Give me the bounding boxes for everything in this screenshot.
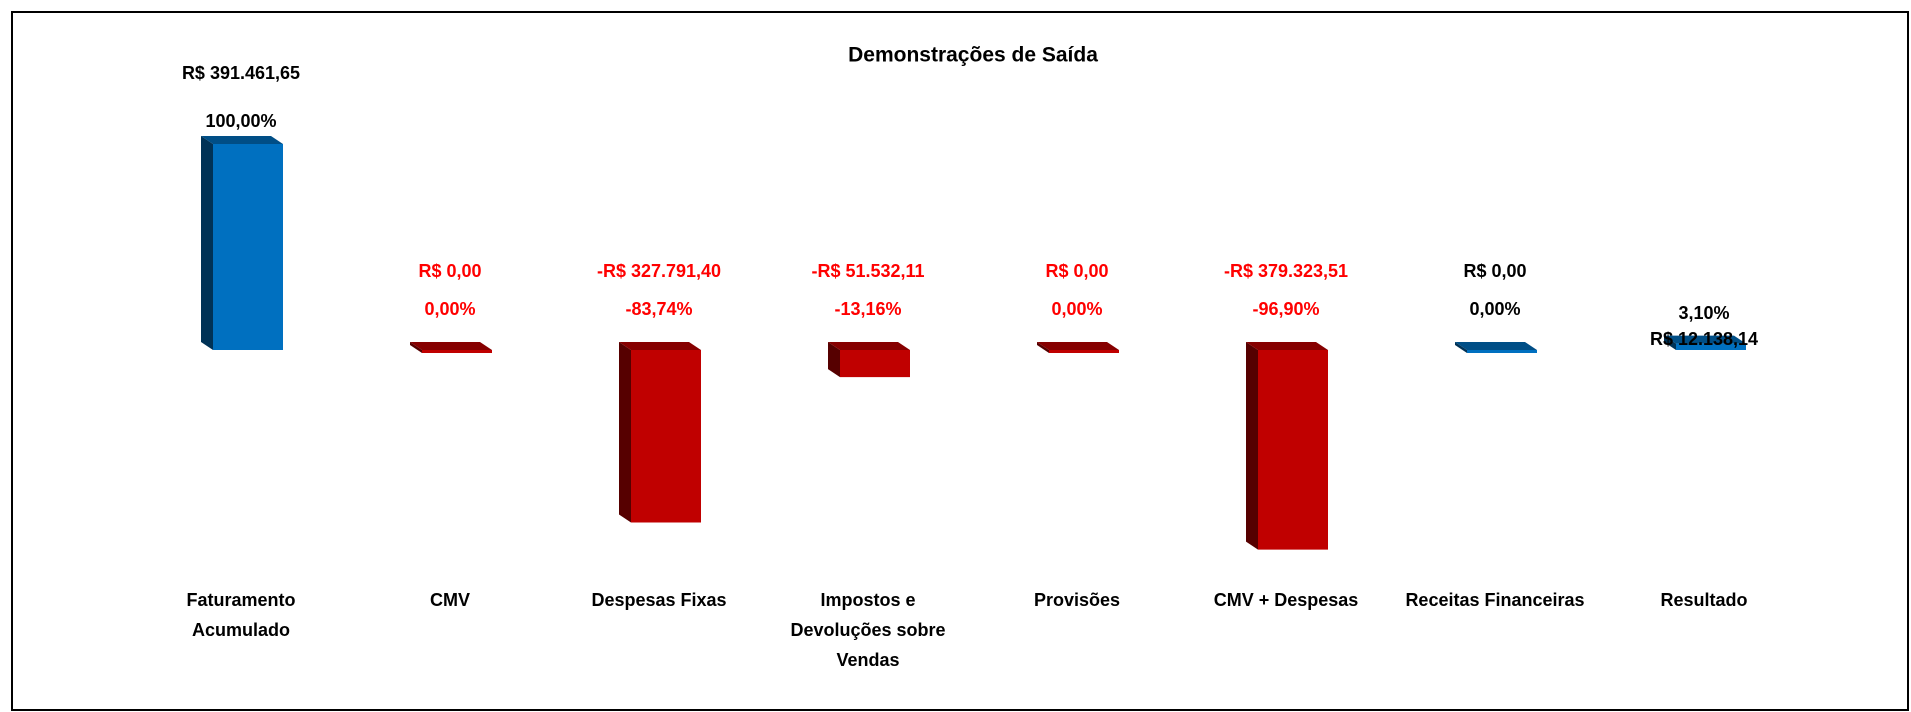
value-label: -R$ 51.532,11 [811,261,924,281]
percent-label: 0,00% [1469,299,1520,319]
bar-side [828,342,840,378]
bar [213,144,283,350]
percent-label: -83,74% [625,299,692,319]
value-label: R$ 0,00 [1045,261,1108,281]
category-label: Impostos e Devoluções sobre Vendas [790,590,946,670]
bar-top [1037,342,1119,350]
value-label: R$ 12.138,14 [1650,329,1758,349]
bar-top [410,342,492,350]
bar [1049,350,1119,353]
category-label: Despesas Fixas [591,590,727,610]
bar-side [201,136,213,350]
category-label: Faturamento Acumulado [186,590,296,640]
bar-side [1037,342,1049,353]
bar [1676,343,1746,350]
bar-top [1664,335,1746,344]
bar [631,350,701,523]
category-label: CMV [430,590,470,610]
percent-label: -96,90% [1252,299,1319,319]
bar [1258,350,1328,550]
bar [1467,350,1537,353]
bar-top [1455,342,1537,350]
chart-frame [11,11,1909,711]
value-label: R$ 0,00 [418,261,481,281]
bar-top [201,136,283,144]
chart-title: Demonstrações de Saída [848,44,1098,67]
value-label: R$ 391.461,65 [182,63,300,83]
bar-side [1664,335,1676,350]
percent-label: 0,00% [1051,299,1102,319]
bar-top [1246,342,1328,350]
bar-side [410,342,422,353]
bar [840,350,910,378]
bar [422,350,492,353]
value-label: -R$ 379.323,51 [1224,261,1348,281]
bar-top [828,342,910,350]
percent-label: 3,10% [1678,303,1729,323]
bar-side [619,342,631,523]
category-label: Resultado [1660,590,1748,610]
bar-side [1455,342,1467,353]
category-label: Provisões [1033,590,1121,610]
bar-side [1246,342,1258,550]
percent-label: 100,00% [205,111,276,131]
value-label: R$ 0,00 [1463,261,1526,281]
value-label: -R$ 327.791,40 [597,261,721,281]
percent-label: -13,16% [834,299,901,319]
category-label: CMV + Despesas [1213,590,1359,610]
percent-label: 0,00% [424,299,475,319]
category-label: Receitas Financeiras [1405,590,1585,610]
bar-top [619,342,701,350]
